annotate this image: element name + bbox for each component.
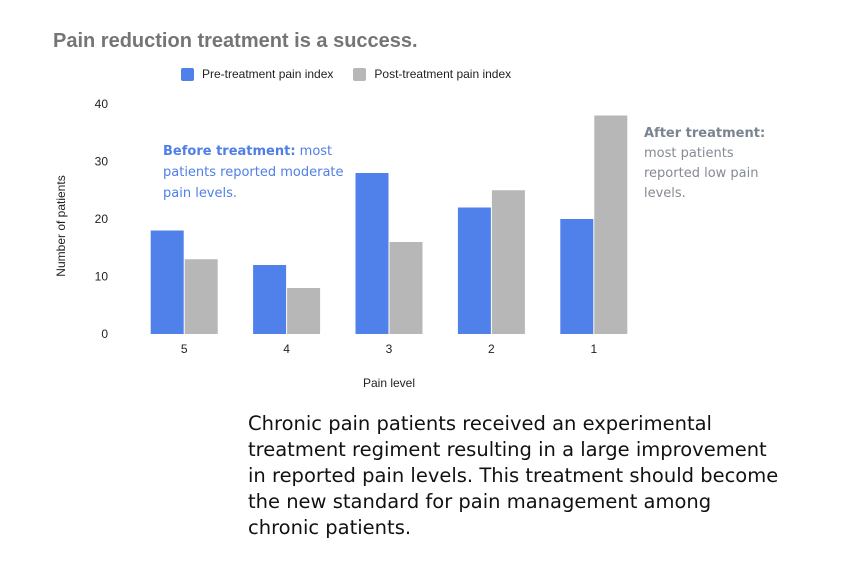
caption-text: Chronic pain patients received an experi…: [248, 412, 779, 539]
legend-label-post: Post-treatment pain index: [374, 67, 512, 81]
annotation-before-heading: Before treatment:: [163, 144, 296, 159]
x-tick-label: 1: [590, 342, 597, 356]
legend-swatch-post: [353, 67, 367, 81]
bar-pre-4: [253, 265, 287, 334]
x-tick-label: 5: [181, 342, 188, 356]
bar-pre-1: [560, 219, 594, 334]
y-axis-label: Number of patients: [54, 175, 68, 277]
annotation-after-heading: After treatment:: [644, 126, 766, 141]
x-tick-label: 4: [283, 342, 290, 356]
y-tick-label: 10: [95, 270, 109, 284]
bar-pre-5: [150, 230, 184, 334]
chart-title: Pain reduction treatment is a success.: [53, 30, 418, 52]
annotation-before-body: most patients reported moderate pain lev…: [163, 144, 344, 201]
legend-label-pre: Pre-treatment pain index: [202, 67, 334, 81]
annotation-after: After treatment: most patients reported l…: [644, 124, 784, 204]
x-tick-label: 2: [488, 342, 495, 356]
annotation-before: Before treatment: most patients reported…: [163, 141, 368, 204]
legend-item-pre: Pre-treatment pain index: [181, 67, 333, 81]
bar-post-5: [184, 259, 218, 334]
bar-pre-2: [457, 207, 491, 334]
bar-post-3: [389, 242, 423, 334]
y-tick-label: 40: [95, 97, 109, 111]
chart-legend: Pre-treatment pain index Post-treatment …: [181, 67, 525, 81]
annotation-after-body: most patients reported low pain levels.: [644, 146, 759, 201]
y-tick-label: 0: [101, 327, 108, 341]
y-tick-label: 30: [95, 155, 109, 169]
x-tick-label: 3: [386, 342, 393, 356]
bar-post-1: [594, 115, 628, 334]
bar-post-2: [491, 190, 525, 334]
legend-swatch-pre: [181, 67, 194, 81]
legend-item-post: Post-treatment pain index: [353, 67, 511, 81]
bar-post-4: [287, 288, 321, 334]
bar-pre-3: [355, 173, 389, 334]
y-tick-label: 20: [95, 212, 109, 226]
x-axis-label: Pain level: [362, 376, 416, 390]
